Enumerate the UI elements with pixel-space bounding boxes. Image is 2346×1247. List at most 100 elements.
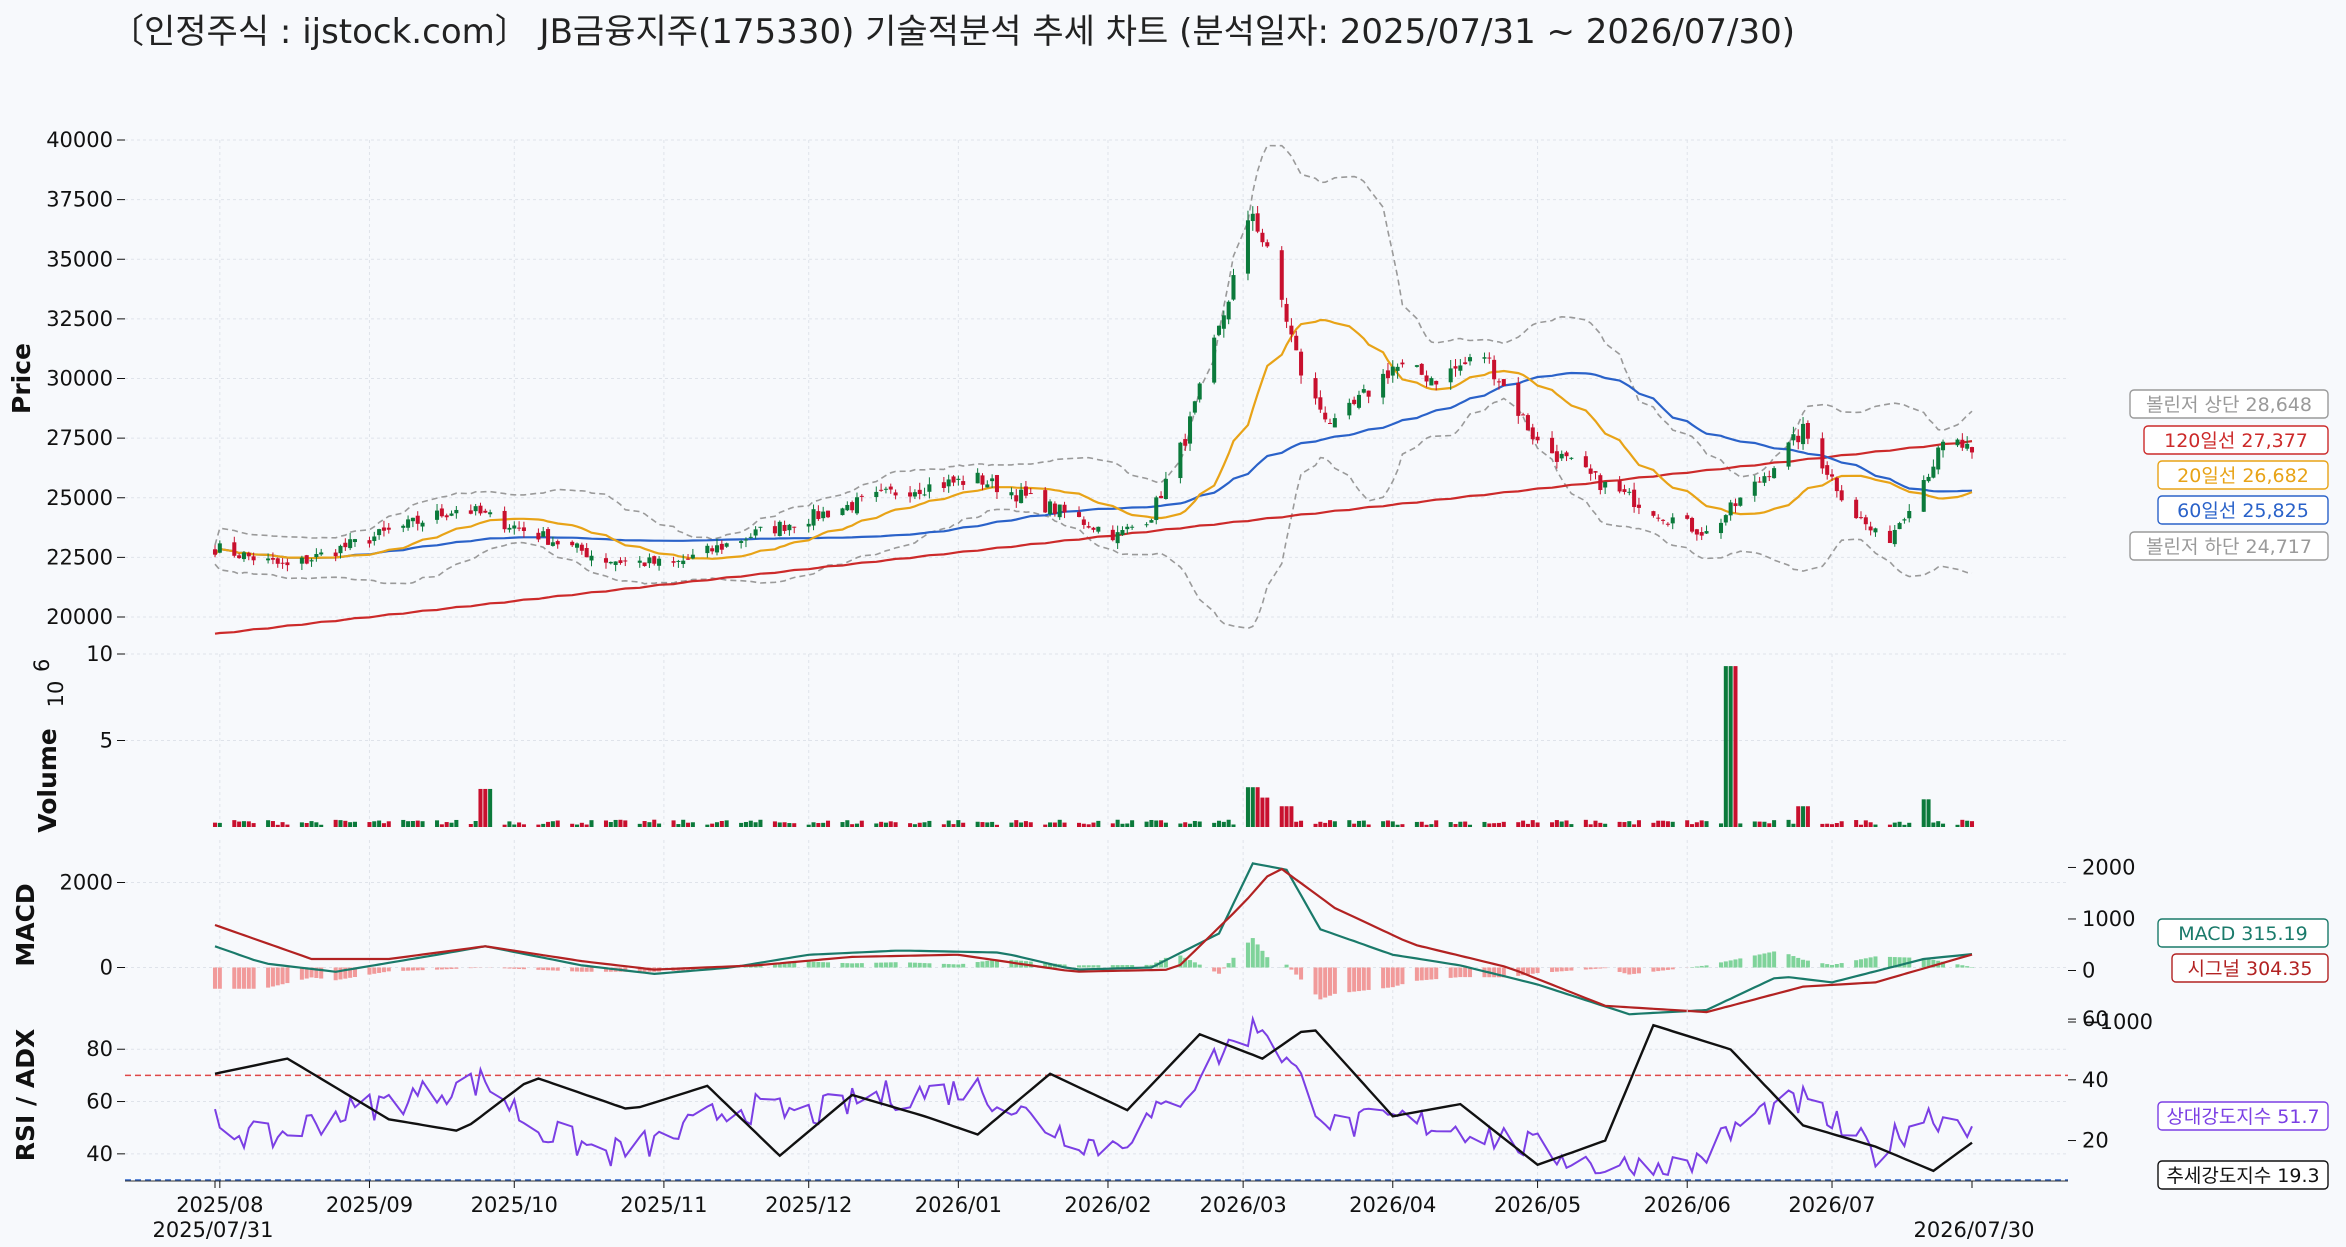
candle-body bbox=[705, 545, 710, 554]
volume-bar bbox=[714, 822, 720, 827]
volume-bar bbox=[603, 820, 609, 827]
volume-bar bbox=[1839, 821, 1844, 827]
candle-body bbox=[946, 479, 951, 487]
macd-histogram-bar bbox=[1183, 957, 1188, 968]
volume-bar bbox=[285, 824, 290, 827]
volume-bar bbox=[686, 822, 691, 827]
x-tick-label: 2026/04 bbox=[1349, 1193, 1436, 1217]
volume-bar bbox=[550, 821, 555, 827]
macd-histogram-bar bbox=[1400, 967, 1405, 985]
macd-histogram-bar bbox=[1772, 951, 1777, 968]
macd-histogram-bar bbox=[603, 967, 609, 972]
volume-bar bbox=[1062, 822, 1067, 827]
macd-histogram-bar bbox=[304, 967, 309, 979]
candle-body bbox=[1299, 351, 1304, 376]
volume-bar bbox=[739, 822, 744, 827]
macd-histogram-bar bbox=[1955, 964, 1960, 968]
macd-histogram-bar bbox=[507, 967, 512, 969]
macd-tick-label: 2000 bbox=[60, 871, 113, 895]
candle-body bbox=[1941, 441, 1946, 451]
candle-body bbox=[1694, 529, 1699, 535]
macd-histogram-bar bbox=[806, 961, 811, 968]
volume-bar bbox=[304, 823, 309, 827]
candle-body bbox=[1125, 526, 1130, 530]
volume-bar bbox=[454, 819, 459, 827]
macd-histogram-bar bbox=[1327, 967, 1333, 996]
volume-bar bbox=[1178, 823, 1183, 827]
candle-body bbox=[1636, 504, 1641, 508]
volume-bar bbox=[435, 820, 440, 827]
candle-body bbox=[1627, 491, 1632, 493]
macd-histogram-bar bbox=[1356, 967, 1362, 992]
macd-histogram-bar bbox=[546, 967, 551, 971]
candle-body bbox=[285, 562, 290, 566]
macd-histogram-bar bbox=[994, 959, 999, 968]
candle-body bbox=[1738, 497, 1743, 506]
macd-histogram-bar bbox=[275, 967, 280, 986]
volume-bar bbox=[299, 822, 304, 827]
candle-body bbox=[980, 475, 985, 485]
candle-body bbox=[927, 484, 932, 492]
volume-bar bbox=[1318, 821, 1323, 827]
candle-body bbox=[483, 510, 488, 513]
candle-body bbox=[676, 560, 681, 562]
candle-body bbox=[608, 561, 613, 564]
volume-bar bbox=[266, 820, 271, 827]
candle-body bbox=[579, 544, 584, 551]
volume-bar bbox=[546, 821, 551, 827]
macd-histogram-bar bbox=[1694, 966, 1699, 968]
candle-body bbox=[893, 492, 898, 496]
macd-histogram-bar bbox=[1081, 965, 1086, 968]
macd-histogram-bar bbox=[1043, 962, 1048, 968]
macd-histogram-bar bbox=[825, 962, 831, 968]
macd-histogram-bar bbox=[1120, 965, 1125, 968]
candle-body bbox=[1854, 499, 1859, 519]
price-tick-label: 25000 bbox=[46, 486, 113, 510]
candle-body bbox=[1458, 365, 1463, 371]
candle-body bbox=[1062, 504, 1067, 513]
candle-body bbox=[1086, 526, 1091, 528]
volume-bar bbox=[879, 821, 884, 827]
candle-body bbox=[304, 555, 309, 564]
candle-body bbox=[1419, 363, 1424, 375]
candle-body bbox=[1414, 365, 1419, 367]
volume-bar bbox=[1279, 806, 1284, 827]
volume-bar bbox=[314, 822, 319, 827]
adx-right-tick-label: 40 bbox=[2082, 1068, 2109, 1092]
candle-body bbox=[212, 549, 218, 555]
macd-histogram-bar bbox=[410, 967, 415, 971]
volume-bar bbox=[676, 824, 681, 827]
macd-histogram-bar bbox=[1670, 967, 1675, 970]
volume-bar bbox=[1632, 824, 1637, 827]
macd-histogram-bar bbox=[1723, 961, 1728, 968]
volume-bar bbox=[657, 823, 662, 827]
candle-body bbox=[1366, 390, 1371, 397]
macd-histogram-bar bbox=[1284, 964, 1289, 968]
macd-histogram-bar bbox=[1395, 967, 1400, 986]
candle-body bbox=[618, 560, 623, 564]
volume-bar bbox=[1458, 821, 1463, 827]
ma20-line bbox=[214, 318, 1973, 560]
macd-histogram-bar bbox=[1226, 963, 1231, 968]
volume-bar bbox=[1941, 823, 1946, 827]
macd-histogram-bar bbox=[420, 967, 425, 971]
macd-histogram-bar bbox=[406, 967, 411, 971]
volume-bar bbox=[912, 824, 917, 827]
candle-body bbox=[521, 527, 526, 531]
macd-histogram-bar bbox=[521, 967, 526, 970]
volume-bar bbox=[410, 820, 415, 827]
volume-bar bbox=[1231, 824, 1236, 827]
macd-histogram-bar bbox=[941, 963, 946, 968]
volume-bar bbox=[1299, 820, 1304, 827]
candle-body bbox=[546, 529, 551, 545]
volume-bar bbox=[1863, 820, 1868, 827]
candle-body bbox=[710, 548, 715, 552]
macd-histogram-bar bbox=[237, 967, 242, 989]
candle-body bbox=[406, 519, 411, 528]
candle-body bbox=[1188, 416, 1193, 444]
macd-histogram-bar bbox=[1525, 967, 1530, 975]
candle-body bbox=[1463, 362, 1468, 365]
volume-bar bbox=[251, 823, 256, 827]
volume-bar bbox=[420, 821, 425, 827]
volume-bar bbox=[787, 823, 792, 827]
